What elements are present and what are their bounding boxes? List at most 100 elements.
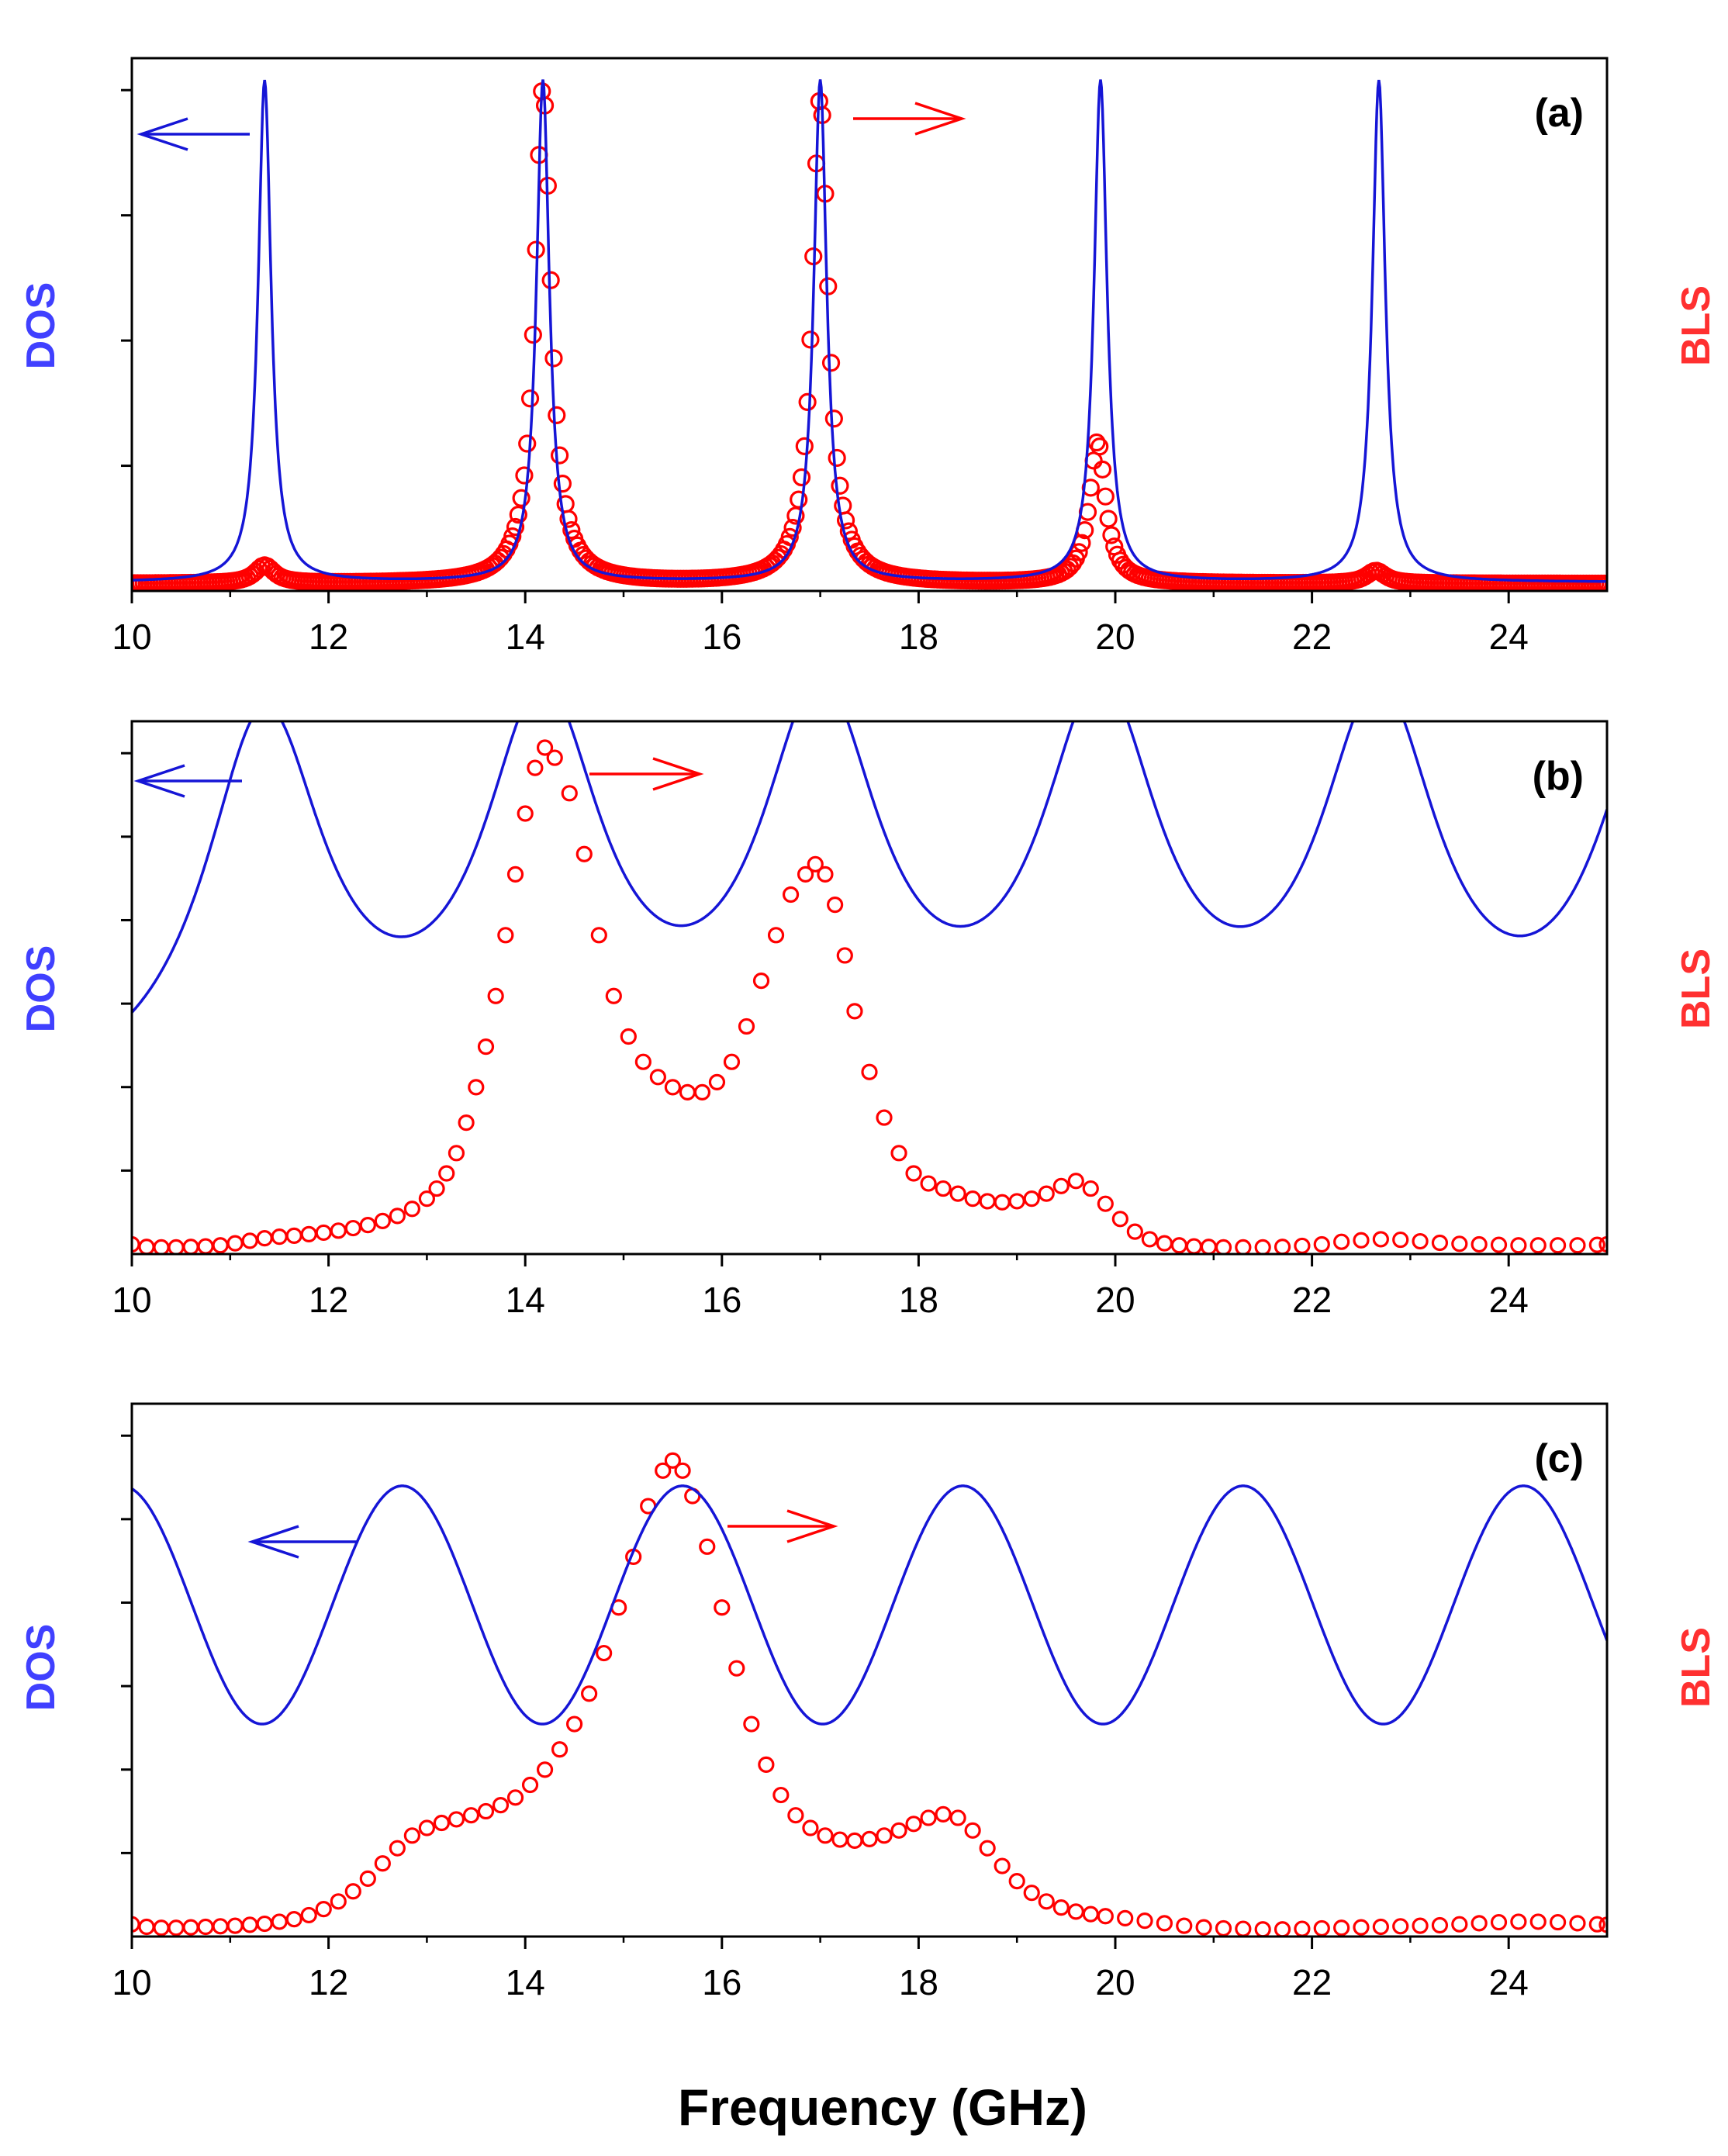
bls-point [827, 897, 844, 914]
dos-axis-arrow [133, 764, 242, 798]
bls-point [1333, 1233, 1350, 1250]
right-y-axis-title: BLS [1674, 285, 1719, 366]
panel-c: 10 12 14 16 18 20 22 24 (c) DOS BLS [19, 1402, 1719, 2002]
bls-point [1235, 1920, 1252, 1937]
bls-point [699, 1538, 716, 1555]
x-tick-label: 22 [1292, 1280, 1332, 1320]
bls-point [418, 1190, 436, 1208]
bls-point [728, 1660, 745, 1677]
bls-point [389, 1840, 406, 1857]
bls-point [1569, 1915, 1586, 1932]
bls-point [548, 406, 566, 424]
bls-point [285, 1227, 302, 1244]
bls-point [1510, 1237, 1527, 1254]
bls-series [132, 739, 1607, 1254]
bls-point [182, 1919, 199, 1936]
bls-point [714, 1599, 731, 1616]
bls-point [708, 1073, 726, 1090]
bls-point [1200, 1239, 1218, 1254]
bls-point [197, 1918, 214, 1936]
bls-point [565, 1715, 583, 1733]
bls-point [428, 1180, 445, 1197]
bls-point [544, 349, 563, 368]
bls-point [1412, 1917, 1429, 1934]
bls-point [758, 1756, 775, 1773]
panel-label: (b) [1533, 754, 1584, 799]
bls-point [801, 330, 820, 349]
bls-point [1392, 1918, 1409, 1935]
bls-point [1067, 1173, 1084, 1190]
bls-point [772, 1786, 790, 1804]
bls-point [1431, 1916, 1449, 1934]
bls-point [1313, 1919, 1330, 1937]
bls-point [562, 520, 581, 540]
bls-point [403, 1827, 420, 1844]
bls-point [315, 1224, 332, 1242]
bls-point [1111, 1211, 1128, 1228]
bls-point [438, 1165, 455, 1182]
bls-point [1549, 1913, 1567, 1931]
bls-point [795, 437, 814, 455]
bls-point [994, 1857, 1011, 1874]
dos-line [132, 721, 1607, 1014]
bls-point [1490, 1913, 1508, 1931]
x-tick-label: 14 [506, 1280, 545, 1320]
bls-point [1549, 1237, 1567, 1254]
bls-point [831, 476, 849, 495]
x-tick-label: 20 [1095, 617, 1135, 657]
x-tick-label: 16 [702, 1962, 741, 2002]
bls-point [836, 511, 855, 530]
bls-point [797, 866, 814, 883]
bls-point [905, 1165, 922, 1182]
bls-point [935, 1180, 952, 1197]
dos-axis-arrow [137, 117, 250, 151]
bls-point [1023, 1190, 1040, 1208]
bls-point [920, 1175, 937, 1192]
bls-point [767, 927, 785, 944]
bls-point [780, 527, 799, 546]
panel-b: 10 12 14 16 18 20 22 24 (b) DOS BLS [19, 720, 1719, 1320]
bls-point [935, 1805, 952, 1823]
right-y-axis-title: BLS [1674, 1627, 1719, 1708]
plot-frame [130, 57, 1609, 593]
x-tick-label: 12 [309, 1962, 348, 2002]
bls-point [1471, 1235, 1488, 1253]
bls-axis-arrow [727, 1509, 838, 1543]
bls-point [1090, 437, 1109, 456]
bls-point [520, 389, 540, 408]
bls-point [517, 805, 534, 822]
bls-point [792, 468, 811, 487]
bls-point [509, 506, 527, 524]
x-tick-label: 18 [899, 1962, 938, 2002]
x-axis-title: Frequency (GHz) [678, 2078, 1087, 2136]
bls-point [846, 1832, 863, 1849]
bls-point [226, 1235, 244, 1252]
bls-point [1254, 1921, 1271, 1937]
bls-point [905, 1816, 922, 1833]
left-y-axis-title: DOS [19, 282, 64, 370]
bls-point [168, 1239, 185, 1254]
bls-point [620, 1028, 637, 1045]
bls-point [1274, 1239, 1291, 1254]
bls-point [1598, 1916, 1607, 1933]
bls-point [468, 1079, 485, 1096]
bls-point [949, 1809, 966, 1826]
bls-point [1353, 1232, 1370, 1249]
bls-point [581, 1685, 598, 1702]
bls-point [798, 392, 817, 411]
dos-axis-arrow [247, 1525, 358, 1559]
bls-point [1052, 1899, 1070, 1916]
bls-point [649, 1069, 666, 1086]
bls-point [1195, 1919, 1212, 1936]
bls-point [536, 1761, 554, 1778]
bls-point [1598, 1235, 1607, 1253]
bls-point [492, 1797, 510, 1814]
bls-point [1156, 1235, 1173, 1252]
bls-point [828, 448, 846, 468]
bls-point [1185, 1238, 1203, 1254]
bls-point [559, 510, 578, 528]
bls-point [512, 489, 530, 507]
x-tick-label: 16 [702, 1280, 741, 1320]
bls-point [1099, 510, 1118, 528]
bls-point [1215, 1919, 1232, 1937]
